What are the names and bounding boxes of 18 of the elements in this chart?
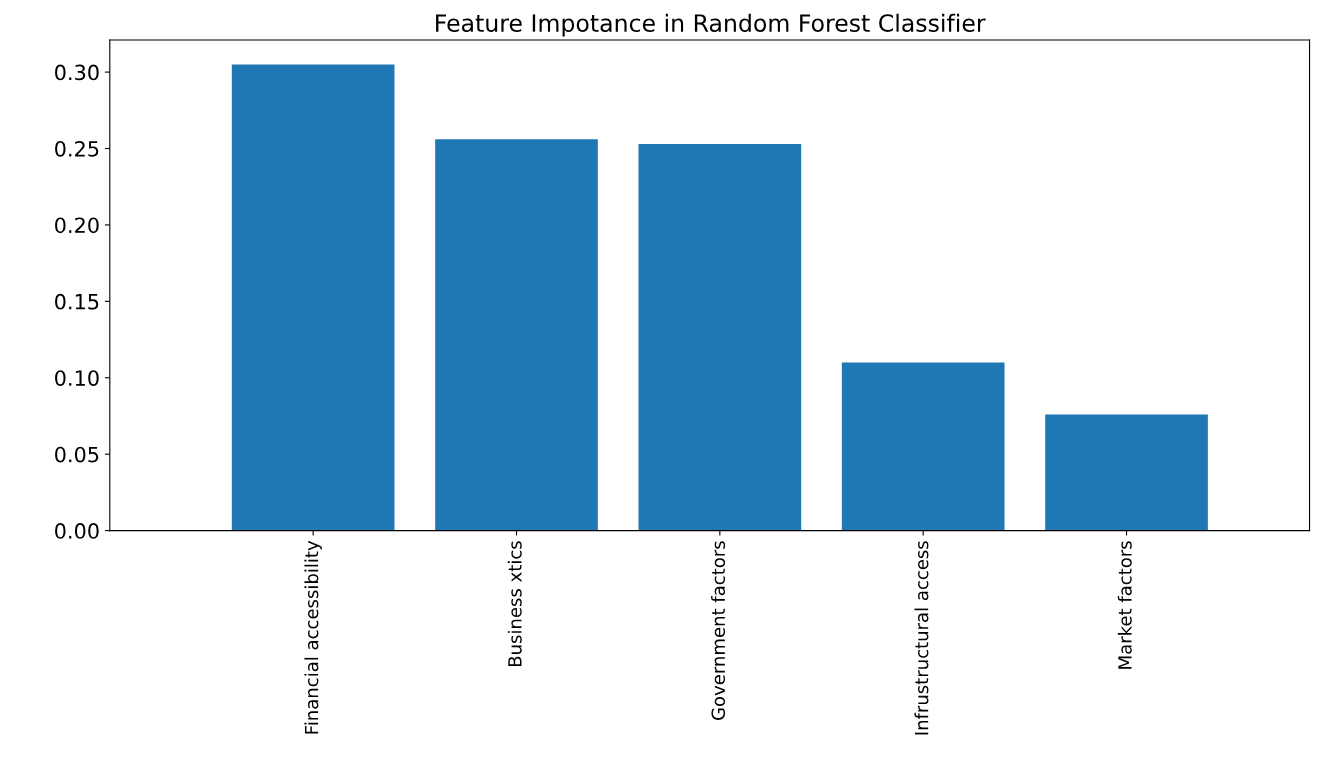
y-tick-label: 0.00 — [55, 523, 99, 539]
bar — [1045, 414, 1208, 531]
chart-title: Feature Impotance in Random Forest Classifier — [436, 13, 986, 37]
y-tick-label: 0.05 — [55, 446, 99, 463]
bar — [638, 143, 802, 531]
x-tick-label: Infrustructural access — [914, 541, 929, 735]
bar — [231, 64, 395, 531]
x-tick-label: Government factors — [711, 541, 726, 720]
y-tick-label: 0.30 — [55, 64, 99, 81]
y-tick-label: 0.10 — [55, 370, 99, 386]
bar — [841, 362, 1005, 531]
x-tick-label: Financial accessibility — [304, 540, 322, 734]
bar — [435, 139, 598, 531]
y-tick-label: 0.15 — [55, 293, 99, 310]
y-tick-label: 0.20 — [55, 217, 99, 234]
y-tick-label: 0.25 — [55, 140, 99, 157]
x-tick-label: Market factors — [1117, 541, 1132, 669]
x-tick-label: Business xtics — [507, 541, 522, 667]
